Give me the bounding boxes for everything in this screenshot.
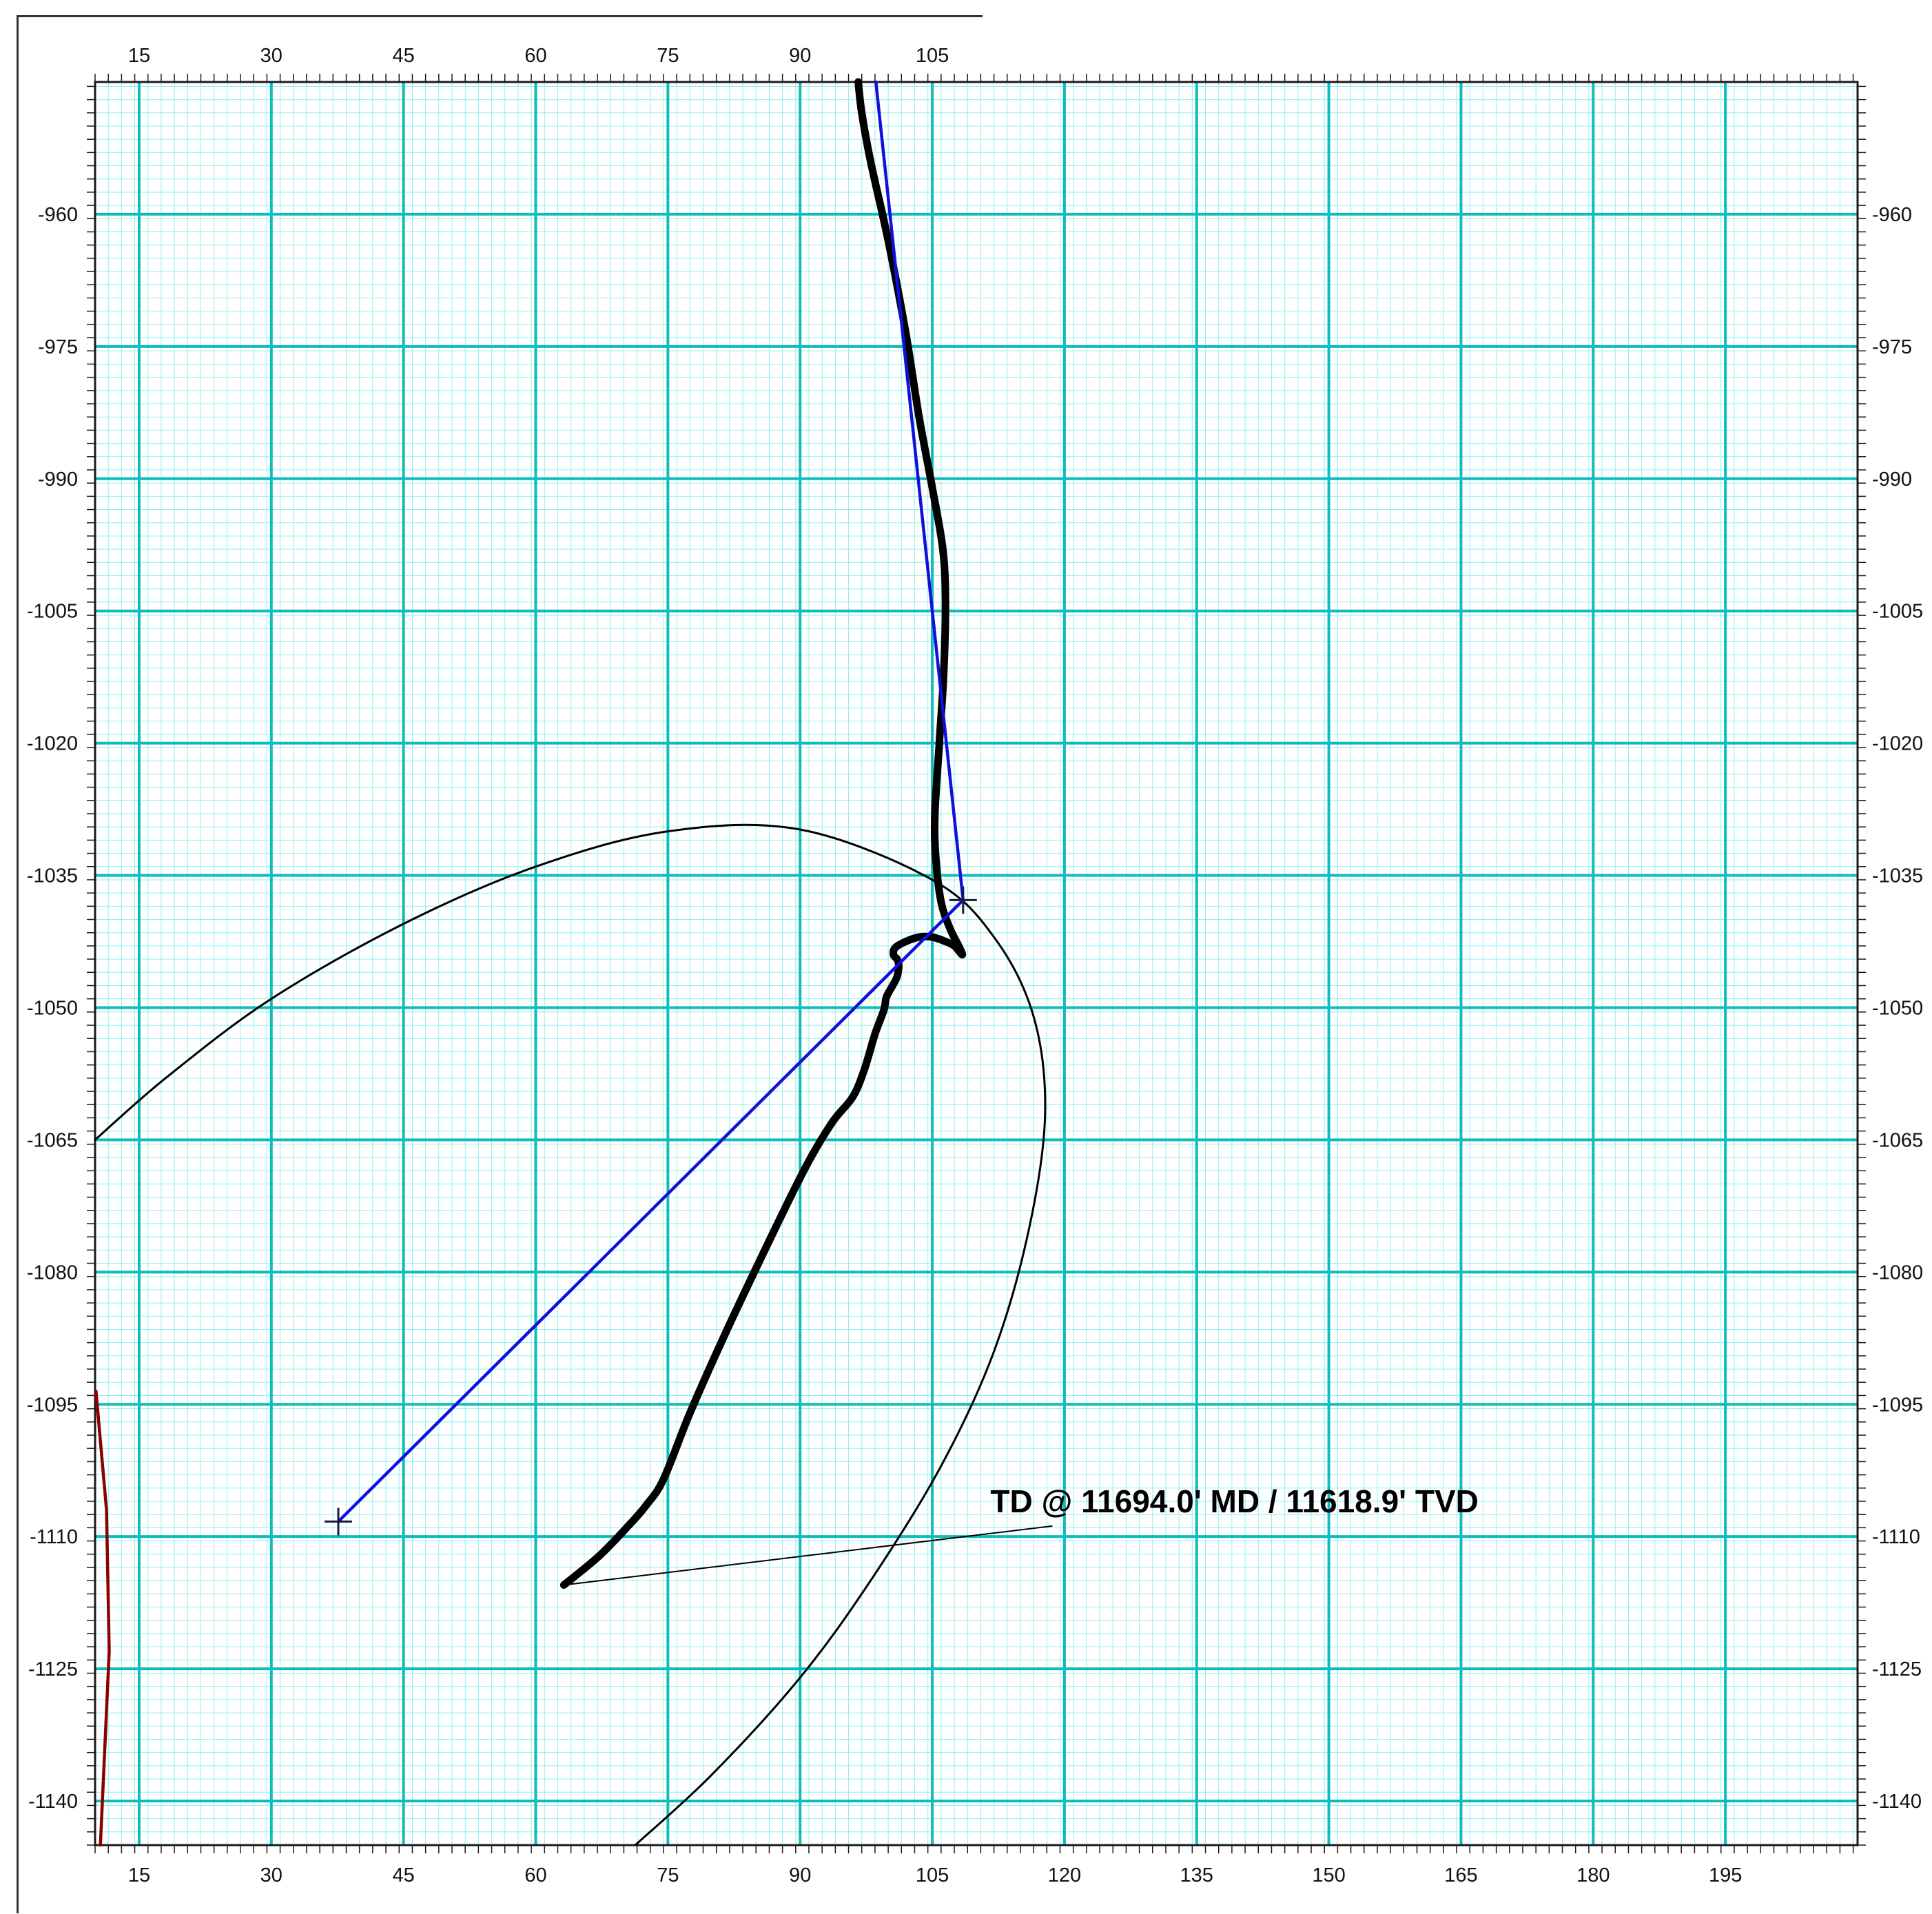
x-tick-label-top: 60 (524, 45, 546, 67)
y-tick-label-right: -990 (1872, 469, 1912, 491)
x-tick-label-bottom: 105 (916, 1864, 949, 1886)
x-tick-label-bottom: 150 (1312, 1864, 1345, 1886)
y-tick-label-right: -1080 (1872, 1262, 1923, 1284)
x-tick-label-bottom: 180 (1576, 1864, 1610, 1886)
y-tick-label-right: -1140 (1872, 1791, 1922, 1813)
x-tick-label-top: 15 (128, 45, 150, 67)
y-tick-label-left: -975 (38, 336, 78, 358)
actual-well-path-line (559, 78, 967, 1589)
y-tick-label-left: -1020 (27, 733, 78, 755)
major-grid (95, 82, 1858, 1845)
x-tick-label-bottom: 60 (524, 1864, 546, 1886)
x-tick-label-bottom: 90 (789, 1864, 811, 1886)
y-tick-label-right: -975 (1872, 336, 1912, 358)
y-tick-label-left: -1065 (27, 1129, 78, 1151)
y-tick-label-right: -1095 (1872, 1394, 1923, 1416)
y-tick-label-left: -1095 (27, 1394, 78, 1416)
x-tick-label-bottom: 15 (128, 1864, 150, 1886)
x-tick-label-top: 30 (260, 45, 282, 67)
y-tick-label-right: -1050 (1872, 997, 1923, 1019)
y-tick-label-left: -1110 (30, 1526, 78, 1548)
annotations-layer: TD @ 11694.0' MD / 11618.9' TVD (564, 1483, 1479, 1586)
y-tick-label-right: -1035 (1872, 865, 1923, 887)
offset-well-line (94, 1389, 111, 1847)
x-tick-label-bottom: 30 (260, 1864, 282, 1886)
markers-layer (325, 886, 977, 1536)
annotation-leader-line (564, 1525, 1053, 1586)
axis-ticks (87, 74, 1866, 1853)
td-annotation-label: TD @ 11694.0' MD / 11618.9' TVD (990, 1483, 1479, 1519)
x-tick-label-bottom: 165 (1444, 1864, 1477, 1886)
axis-tick-labels: 15 30 45 60 75 90 105 120 135 150 165 180 195 15 30 45 6… (27, 45, 1923, 1886)
x-tick-label-bottom: 75 (657, 1864, 679, 1886)
y-tick-label-left: -1005 (27, 601, 78, 623)
x-tick-label-top: 45 (393, 45, 415, 67)
x-tick-label-bottom: 135 (1180, 1864, 1213, 1886)
y-tick-label-left: -1035 (27, 865, 78, 887)
x-tick-label-bottom: 195 (1709, 1864, 1742, 1886)
y-tick-label-left: -990 (38, 469, 78, 491)
y-tick-label-right: -1020 (1872, 733, 1923, 755)
x-tick-label-top: 105 (916, 45, 949, 67)
y-tick-label-left: -1080 (27, 1262, 78, 1284)
y-tick-label-left: -1050 (27, 997, 78, 1019)
frame-left-line (17, 15, 19, 1913)
plot-border (94, 81, 1859, 1846)
y-tick-label-right: -1110 (1872, 1526, 1920, 1548)
x-tick-label-bottom: 120 (1048, 1864, 1081, 1886)
y-tick-label-left: -1125 (28, 1658, 78, 1680)
y-tick-label-right: -1065 (1872, 1129, 1923, 1151)
frame-top-line (17, 15, 983, 17)
x-tick-label-bottom: 45 (393, 1864, 415, 1886)
cross-marker (949, 886, 977, 914)
minor-grid (94, 82, 1858, 1846)
y-tick-label-right: -1005 (1872, 601, 1923, 623)
y-tick-label-right: -1125 (1872, 1658, 1922, 1680)
x-tick-label-top: 90 (789, 45, 811, 67)
y-tick-label-left: -960 (38, 204, 78, 226)
cross-marker (325, 1507, 353, 1536)
target-ellipse-line (94, 823, 1047, 1846)
y-tick-label-left: -1140 (28, 1791, 78, 1813)
y-tick-label-right: -960 (1872, 204, 1912, 226)
x-tick-label-top: 75 (657, 45, 679, 67)
